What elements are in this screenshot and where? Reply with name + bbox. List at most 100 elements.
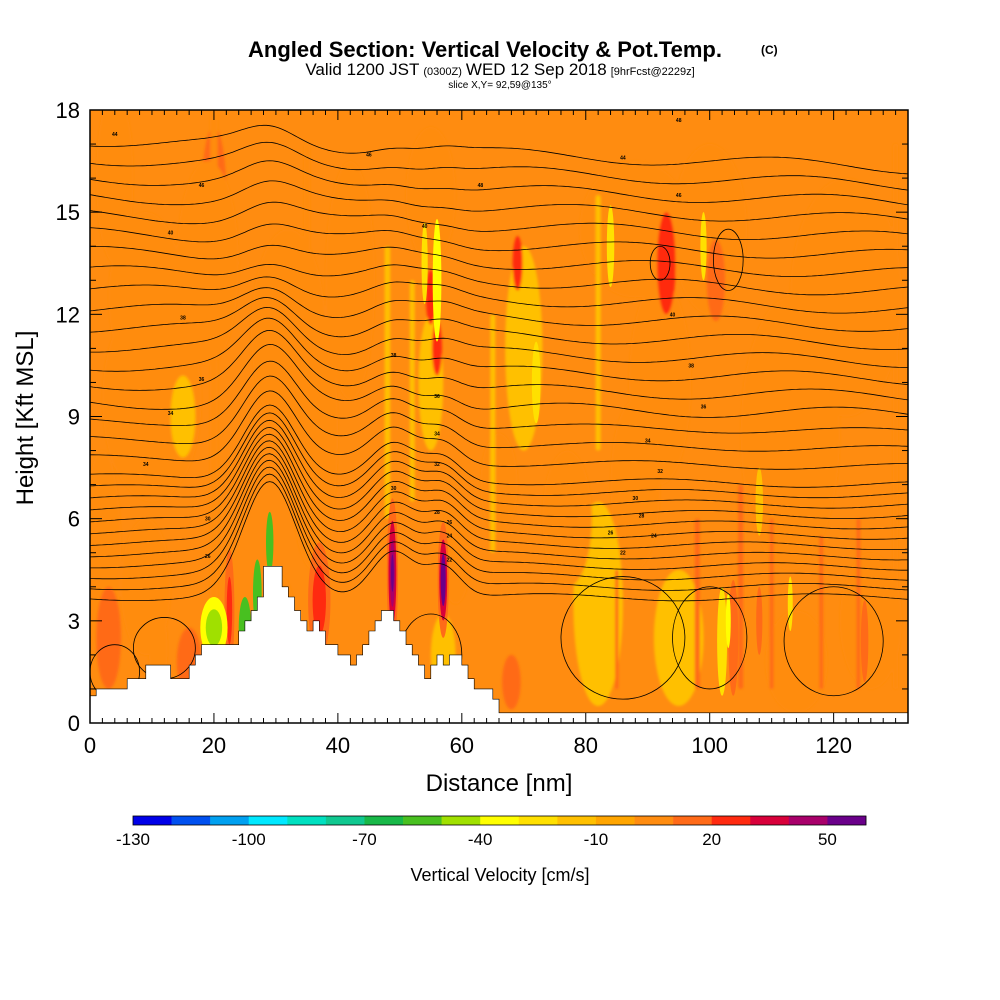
colorbar-tick-label: 20	[702, 830, 721, 849]
velocity-cell	[325, 161, 376, 400]
theta-contour	[90, 446, 908, 550]
theta-contour	[90, 141, 908, 191]
colorbar-swatch	[480, 816, 520, 825]
velocity-plume	[769, 518, 774, 689]
x-tick-label: 120	[815, 733, 852, 758]
velocity-core	[725, 593, 731, 649]
theta-contour-label: 22	[620, 551, 626, 557]
colorbar-swatch	[287, 816, 327, 825]
x-tick-label: 80	[574, 733, 598, 758]
colorbar-tick-label: -70	[352, 830, 377, 849]
colorbar-tick-label: 50	[818, 830, 837, 849]
theta-contour-label: 24	[651, 534, 657, 540]
x-axis-label: Distance [nm]	[426, 770, 573, 797]
theta-contour-label: 30	[633, 496, 639, 502]
colorbar-swatch	[171, 816, 211, 825]
velocity-core	[531, 341, 541, 424]
velocity-cell	[502, 654, 521, 710]
x-tick-label: 60	[450, 733, 474, 758]
velocity-cell	[653, 569, 704, 706]
potential-temperature-contours: 44 46 48 44 46 48 46 40 40 38 40 38 36 38 36 34 36 34 34 34…	[90, 118, 908, 700]
theta-contour	[90, 306, 908, 368]
theta-contour-label: 40	[168, 231, 174, 237]
theta-contour-label: 40	[422, 224, 428, 230]
theta-contour	[90, 459, 908, 571]
theta-contour	[90, 412, 908, 499]
colorbar-swatch	[788, 816, 828, 825]
velocity-core	[421, 222, 428, 305]
theta-contour	[90, 440, 908, 540]
velocity-plume	[490, 314, 496, 553]
colorbar-swatch	[364, 816, 404, 825]
colorbar-swatch	[750, 816, 790, 825]
colorbar-swatch	[441, 816, 481, 825]
theta-contour	[783, 586, 884, 697]
theta-contour-label: 36	[434, 394, 440, 400]
colorbar-title: Vertical Velocity [cm/s]	[410, 865, 589, 885]
y-tick-label: 15	[56, 200, 80, 225]
theta-contour-label: 30	[391, 486, 397, 492]
theta-contour	[90, 453, 908, 561]
x-tick-labels: 0 20 40 60 80 100 120	[84, 733, 852, 758]
velocity-core	[440, 553, 446, 607]
colorbar-tick-label: -10	[584, 830, 609, 849]
colorbar-swatch	[673, 816, 712, 825]
theta-contour	[90, 473, 908, 591]
theta-contour-label: 28	[434, 510, 440, 516]
velocity-core	[755, 467, 763, 536]
theta-contour	[90, 481, 908, 602]
theta-contour-label: 34	[645, 438, 651, 444]
velocity-plume	[694, 518, 700, 689]
theta-contour	[90, 244, 908, 277]
velocity-cell	[740, 297, 840, 570]
x-tick-label: 100	[691, 733, 728, 758]
theta-contour-label: 44	[112, 132, 118, 138]
y-axis-label: Height [Kft MSL]	[12, 331, 39, 506]
theta-contour-label: 48	[478, 183, 484, 189]
theta-contour	[90, 390, 908, 470]
theta-contour-label: 40	[670, 312, 676, 318]
velocity-core	[391, 554, 394, 592]
chart-title: Angled Section: Vertical Velocity & Pot.…	[248, 37, 722, 62]
velocity-core	[860, 600, 869, 683]
theta-contour	[90, 263, 908, 296]
slice-info: slice X,Y= 92,59@135°	[448, 80, 551, 91]
theta-contour-label: 36	[701, 404, 707, 410]
theta-contour	[649, 245, 671, 281]
theta-contour	[90, 201, 908, 240]
velocity-core	[432, 218, 442, 342]
x-tick-label: 0	[84, 733, 96, 758]
theta-contour	[90, 433, 908, 530]
velocity-plume	[210, 110, 218, 621]
colorbar-swatch	[518, 816, 558, 825]
velocity-core	[700, 212, 707, 281]
colorbar-swatch	[711, 816, 751, 825]
velocity-cell	[480, 433, 518, 536]
theta-contour-label: 26	[205, 554, 211, 560]
theta-contour	[713, 228, 744, 291]
theta-contour-label: 38	[180, 316, 186, 322]
velocity-core	[205, 609, 223, 647]
theta-contour-label: 26	[447, 520, 453, 526]
colorbar-swatch	[557, 816, 597, 825]
theta-contour-label: 38	[688, 363, 694, 369]
theta-contour-label: 34	[143, 462, 149, 468]
velocity-cell	[96, 110, 134, 264]
theta-contour	[90, 160, 908, 206]
chart-subtitle: Valid 1200 JST (0300Z) WED 12 Sep 2018 [9hr…	[305, 60, 694, 79]
theta-contour-label: 36	[199, 377, 205, 383]
y-tick-label: 18	[56, 98, 80, 123]
velocity-core	[265, 511, 274, 574]
colorbar-tick-label: -100	[232, 830, 266, 849]
plot-area: 44 46 48 44 46 48 46 40 40 38 40 38 36 38 36 34 36 34 34 34…	[90, 110, 908, 723]
velocity-cell	[96, 586, 121, 689]
theta-contour-label: 34	[168, 411, 174, 417]
velocity-core	[756, 586, 763, 655]
theta-contour	[90, 419, 908, 509]
velocity-plume	[856, 518, 861, 689]
velocity-plume	[615, 569, 619, 689]
velocity-core	[226, 576, 233, 645]
theta-contour	[90, 223, 908, 259]
colorbar-swatch	[133, 816, 172, 825]
theta-contour-label: 46	[366, 152, 372, 158]
